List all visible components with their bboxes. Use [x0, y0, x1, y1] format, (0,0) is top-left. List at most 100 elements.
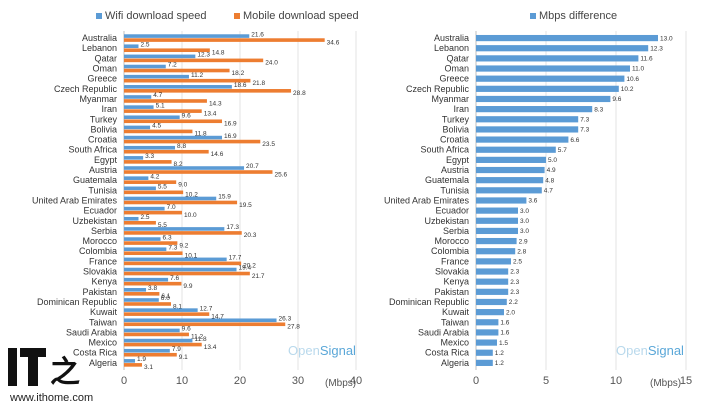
data-label: 6.0 [161, 295, 170, 302]
bar [476, 258, 511, 265]
bar [476, 106, 593, 113]
category-label: Croatia [440, 135, 469, 145]
data-label: 2.8 [517, 248, 526, 255]
data-label: 14.8 [212, 50, 225, 57]
category-label: Myanmar [431, 94, 469, 104]
category-label: Iran [453, 104, 469, 114]
data-label: 10.6 [626, 76, 639, 83]
bar [124, 95, 152, 99]
data-label: 14.3 [209, 100, 222, 107]
data-label: 17.7 [229, 255, 242, 262]
data-label: 1.5 [499, 340, 508, 347]
bar [476, 227, 518, 235]
data-label: 34.6 [327, 39, 340, 46]
bar [124, 119, 223, 124]
data-label: 5.5 [158, 222, 167, 229]
bar [476, 187, 542, 194]
bar [476, 319, 499, 326]
category-label: France [89, 256, 117, 266]
category-label: Tunisia [440, 185, 469, 195]
bar [124, 38, 325, 42]
bar [476, 146, 556, 153]
bar [124, 125, 151, 130]
bar [124, 200, 238, 205]
watermark-part2: Signal [648, 343, 684, 358]
x-tick-label: 15 [680, 375, 692, 387]
category-label: Uzbekistan [424, 216, 469, 226]
data-label: 9.2 [179, 242, 188, 249]
bar [124, 109, 202, 113]
legend-swatch [234, 13, 240, 19]
data-label: 8.8 [177, 143, 186, 150]
bar [476, 217, 518, 224]
data-label: 10.1 [185, 253, 198, 260]
category-label: Kuwait [442, 307, 470, 317]
category-label: Ecuador [83, 206, 117, 216]
bar [124, 139, 261, 144]
category-label: Kuwait [90, 307, 118, 317]
bar [476, 55, 639, 62]
data-label: 4.7 [544, 188, 553, 195]
bar [124, 257, 227, 262]
bar [124, 64, 166, 69]
category-label: United Arab Emirates [384, 195, 470, 205]
data-label: 11.2 [191, 334, 204, 341]
bar [124, 328, 180, 333]
bar [476, 136, 569, 143]
bar [124, 206, 165, 211]
bar [124, 176, 149, 180]
category-label: Kenya [91, 277, 117, 287]
bar [124, 89, 292, 93]
bar [124, 271, 250, 276]
category-label: Kenya [443, 277, 469, 287]
category-label: Greece [439, 74, 469, 84]
data-label: 12.3 [197, 52, 210, 59]
category-label: South Africa [420, 145, 469, 155]
data-label: 3.0 [520, 228, 529, 235]
bar [124, 292, 160, 296]
bar [124, 145, 176, 150]
data-label: 19.5 [239, 202, 252, 209]
bar [124, 332, 189, 337]
category-label: Austria [89, 165, 117, 175]
bar [476, 288, 509, 295]
legend-swatch [96, 13, 102, 19]
bar [124, 298, 159, 302]
bar [124, 160, 172, 164]
x-tick-label: 5 [543, 375, 549, 387]
data-label: 19.4 [239, 265, 252, 272]
data-label: 18.2 [232, 70, 245, 77]
data-label: 5.7 [558, 147, 567, 154]
bar [124, 54, 196, 59]
bar [476, 166, 545, 174]
bar [124, 85, 232, 89]
bar [476, 45, 649, 52]
category-label: Costa Rica [425, 348, 469, 358]
category-label: Turkey [90, 114, 118, 124]
bar [476, 278, 509, 285]
bar [124, 359, 136, 363]
bar [124, 220, 156, 225]
category-label: Taiwan [441, 317, 469, 327]
data-label: 17.3 [226, 224, 239, 231]
data-label: 2.3 [510, 279, 519, 286]
category-label: Costa Rica [73, 348, 117, 358]
category-label: Austria [441, 165, 469, 175]
x-tick-label: 10 [176, 375, 188, 387]
category-label: Egypt [446, 155, 470, 165]
bar [476, 207, 518, 214]
data-label: 4.2 [150, 173, 159, 180]
category-label: Qatar [446, 53, 469, 63]
bar [124, 288, 147, 292]
bar [124, 68, 230, 73]
bar [124, 149, 209, 154]
data-label: 15.9 [218, 194, 231, 201]
data-label: 18.6 [234, 82, 247, 89]
data-label: 13.4 [204, 110, 217, 117]
bar [124, 156, 144, 160]
data-label: 1.2 [495, 350, 504, 357]
data-label: 1.6 [500, 330, 509, 337]
category-label: Lebanon [82, 43, 117, 53]
category-label: Greece [87, 74, 117, 84]
